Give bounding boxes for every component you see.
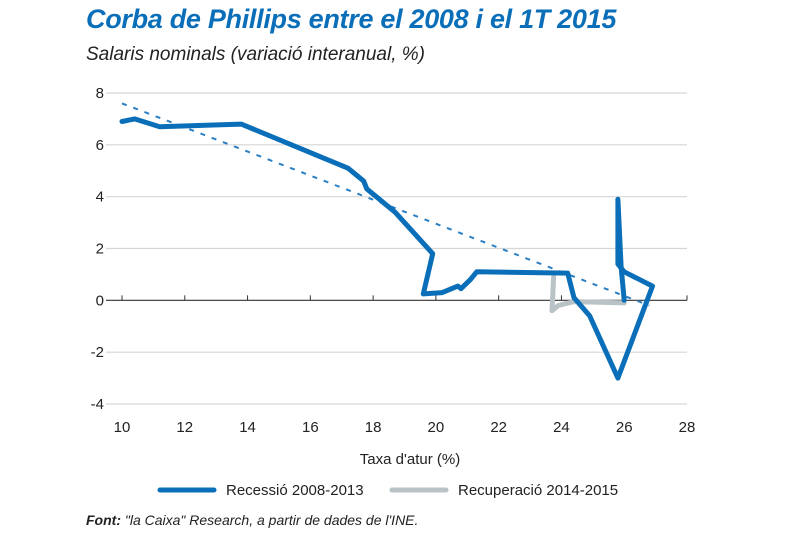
y-tick-label: -2 <box>91 344 104 361</box>
chart-title: Corba de Phillips entre el 2008 i el 1T … <box>86 4 617 34</box>
x-tick-label: 22 <box>490 419 507 436</box>
y-tick-label: -4 <box>91 396 104 413</box>
x-tick-label: 28 <box>679 419 696 436</box>
y-tick-label: 0 <box>96 292 104 309</box>
chart-subtitle: Salaris nominals (variació interanual, %… <box>86 44 425 65</box>
source-note: Font: "la Caixa" Research, a partir de d… <box>86 512 418 528</box>
x-tick-label: 18 <box>365 419 382 436</box>
source-label: Font: <box>86 512 121 528</box>
x-tick-label: 24 <box>553 419 570 436</box>
x-tick-label: 12 <box>176 419 193 436</box>
x-tick-label: 26 <box>616 419 633 436</box>
legend-label-recession: Recessió 2008-2013 <box>226 482 364 499</box>
series-line-recession <box>119 116 655 381</box>
y-tick-label: 4 <box>96 189 104 206</box>
legend: Recessió 2008-2013 Recuperació 2014-2015 <box>157 482 618 499</box>
legend-label-recovery: Recuperació 2014-2015 <box>458 482 618 499</box>
series-line-recovery <box>549 274 627 314</box>
y-tick-label: 6 <box>96 137 104 154</box>
source-text: "la Caixa" Research, a partir de dades d… <box>120 512 419 528</box>
y-tick-label: 2 <box>96 241 104 258</box>
y-tick-label: 8 <box>96 85 104 102</box>
x-axis-label: Taxa d'atur (%) <box>360 451 460 468</box>
x-tick-label: 16 <box>302 419 319 436</box>
x-tick-label: 20 <box>428 419 445 436</box>
x-tick-label: 14 <box>239 419 256 436</box>
x-tick-label: 10 <box>114 419 131 436</box>
